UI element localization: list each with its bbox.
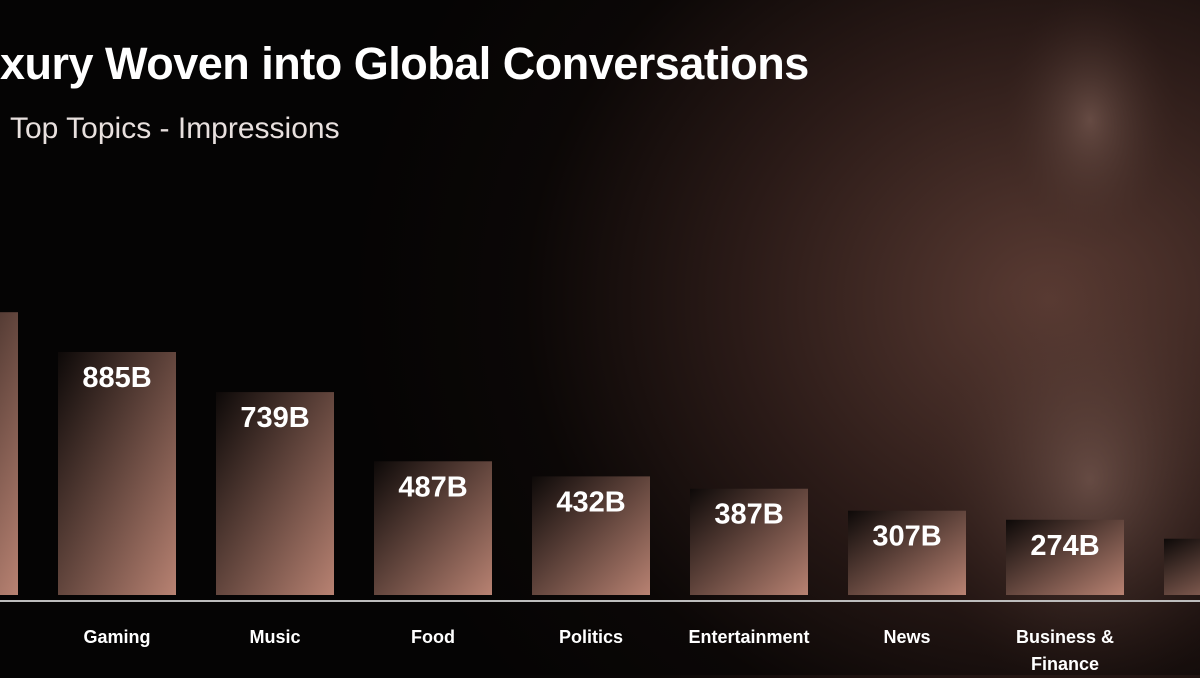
value-label: 487B (398, 471, 467, 503)
value-label: 307B (872, 521, 941, 553)
bar (216, 392, 334, 595)
x-tick-label: Food (411, 627, 455, 647)
x-tick-label: News (883, 627, 931, 647)
x-tick-label: Business & Finance (1015, 627, 1115, 674)
bar (1164, 538, 1200, 595)
bar (58, 352, 176, 595)
bar (532, 476, 650, 595)
x-tick-label: Entertainment (688, 627, 810, 647)
bar (1006, 519, 1124, 595)
bar (374, 461, 492, 595)
chart-title: xury Woven into Global Conversations (0, 38, 809, 89)
bar (848, 510, 966, 595)
value-label: 885B (82, 362, 151, 394)
value-label: 739B (240, 402, 309, 434)
value-label: 387B (714, 499, 783, 531)
x-tick-label: Music (249, 627, 301, 647)
figure-body (920, 260, 1200, 675)
x-tick-label: Fas (1148, 624, 1200, 651)
value-label: 274B (1030, 530, 1099, 562)
bar (690, 488, 808, 595)
bar (0, 312, 18, 595)
x-tick-label: Gaming (83, 627, 151, 647)
value-label: 432B (556, 486, 625, 518)
chart-subtitle: Top Topics - Impressions (10, 112, 340, 145)
figure-head (1000, 0, 1180, 250)
x-tick-label: Politics (558, 627, 624, 647)
